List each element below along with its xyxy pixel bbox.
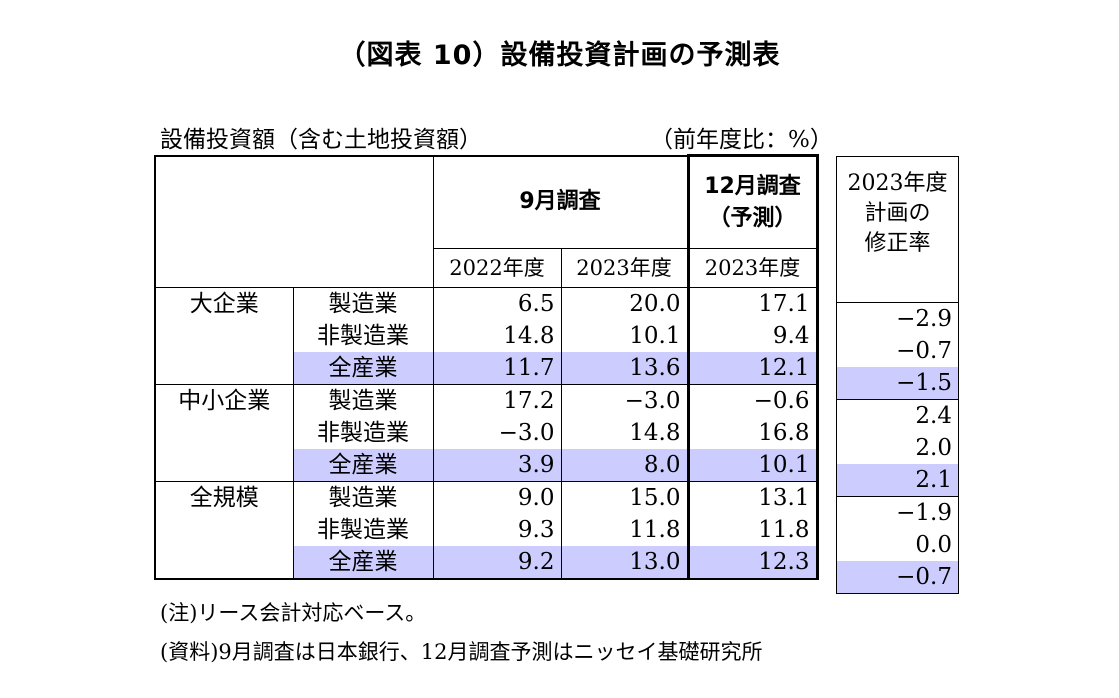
revision-row: −1.9: [836, 496, 959, 529]
industry-label: 製造業: [292, 481, 434, 514]
dec-2023-value: 11.8: [686, 514, 819, 546]
industry-label: 全産業: [292, 546, 434, 580]
industry-label: 全産業: [292, 352, 434, 385]
forecast-table: 9月調査 12月調査 （予測） 2022年度 2023年度 2023年度 大企業…: [154, 154, 819, 580]
sep-2023-value: 13.0: [560, 546, 689, 580]
revision-row: −0.7: [836, 335, 959, 367]
group-label: 中小企業: [154, 384, 294, 482]
table-row: 全産業 3.9 8.0 10.1: [155, 449, 819, 482]
revision-row: −2.9: [836, 302, 959, 335]
dec-2023-value: 10.1: [686, 449, 819, 482]
industry-label: 全産業: [292, 449, 434, 482]
revision-value: 0.0: [836, 529, 959, 561]
industry-label: 製造業: [292, 384, 434, 417]
sep-2022-value: 17.2: [432, 384, 562, 417]
group-label: 全規模: [154, 481, 294, 580]
revision-value: −2.9: [836, 302, 959, 335]
dec-2023-value: 12.3: [686, 546, 819, 580]
revision-row: 2.4: [836, 399, 959, 432]
table-row: 全産業 9.2 13.0 12.3: [155, 546, 819, 580]
sep-2023-value: 11.8: [560, 514, 689, 546]
sep-2022-value: −3.0: [432, 417, 562, 449]
unit-caption: （前年度比：%）: [650, 127, 833, 153]
dec-survey-header: 12月調査 （予測）: [686, 154, 819, 249]
industry-label: 製造業: [292, 287, 434, 320]
sep-2022-value: 9.0: [432, 481, 562, 514]
revision-value: 2.4: [836, 399, 959, 432]
sep-2022-value: 6.5: [432, 287, 562, 320]
table-row: 中小企業 製造業 17.2 −3.0 −0.6: [154, 384, 819, 482]
revision-value: −0.7: [836, 561, 959, 594]
sep-2023-value: 13.6: [560, 352, 689, 385]
revision-year: 2023年度: [847, 171, 948, 196]
year-2023-header: 2023年度: [560, 248, 689, 288]
revision-value: −1.5: [836, 367, 959, 400]
dec-2023-value: 13.1: [686, 481, 819, 514]
dec-survey-label: 12月調査: [704, 173, 801, 199]
dec-2023-value: 16.8: [686, 417, 819, 449]
sep-2023-value: 14.8: [560, 417, 689, 449]
sep-2023-value: 8.0: [560, 449, 689, 482]
industry-label: 非製造業: [292, 320, 434, 352]
sep-2022-value: 11.7: [432, 352, 562, 385]
revision-row: −1.5: [836, 367, 959, 400]
revision-row: −0.7: [836, 561, 959, 594]
group-label: 大企業: [154, 287, 294, 385]
sept-survey-header: 9月調査: [432, 154, 689, 249]
sep-2022-value: 14.8: [432, 320, 562, 352]
revision-value: −0.7: [836, 335, 959, 367]
sep-2023-value: −3.0: [560, 384, 689, 417]
industry-label: 非製造業: [292, 417, 434, 449]
source-text: (資料)9月調査は日本銀行、12月調査予測はニッセイ基礎研究所: [160, 640, 763, 664]
revision-row: 2.0: [836, 432, 959, 464]
table-caption: 設備投資額（含む土地投資額）: [160, 127, 482, 153]
table-row: 非製造業 9.3 11.8 11.8: [155, 514, 819, 546]
sep-2022-value: 9.2: [432, 546, 562, 580]
revision-value: 2.1: [836, 464, 959, 497]
sep-2023-value: 15.0: [560, 481, 689, 514]
year-2023-dec-header: 2023年度: [686, 248, 819, 288]
sep-2023-value: 20.0: [560, 287, 689, 320]
table-row: 全規模 製造業 9.0 15.0 13.1: [154, 481, 819, 580]
table-row: 非製造業 −3.0 14.8 16.8: [155, 417, 819, 449]
note-text: (注)リース会計対応ベース。: [160, 601, 427, 625]
table-row: 大企業 製造業 6.5 20.0 17.1: [154, 287, 819, 385]
sep-2022-value: 3.9: [432, 449, 562, 482]
page-title: （図表 10）設備投資計画の予測表: [338, 40, 781, 71]
dec-2023-value: 12.1: [686, 352, 819, 385]
sep-2022-value: 9.3: [432, 514, 562, 546]
corner-cell: [154, 154, 434, 288]
revision-header: 2023年度 計画の 修正率: [836, 156, 959, 303]
industry-label: 非製造業: [292, 514, 434, 546]
revision-table: 2023年度 計画の 修正率 −2.9 −0.7 −1.5 2.4 2.0 2.1 −1.9…: [836, 156, 959, 594]
sep-2023-value: 10.1: [560, 320, 689, 352]
revision-plan: 計画の: [864, 201, 931, 226]
dec-2023-value: 9.4: [686, 320, 819, 352]
year-2022-header: 2022年度: [432, 248, 562, 288]
revision-row: 0.0: [836, 529, 959, 561]
revision-row: 2.1: [836, 464, 959, 497]
dec-2023-value: 17.1: [686, 287, 819, 320]
revision-value: 2.0: [836, 432, 959, 464]
dec-2023-value: −0.6: [686, 384, 819, 417]
revision-rate: 修正率: [864, 231, 931, 256]
revision-value: −1.9: [836, 496, 959, 529]
table-row: 非製造業 14.8 10.1 9.4: [155, 320, 819, 352]
dec-survey-forecast-label: （予測）: [708, 205, 797, 231]
